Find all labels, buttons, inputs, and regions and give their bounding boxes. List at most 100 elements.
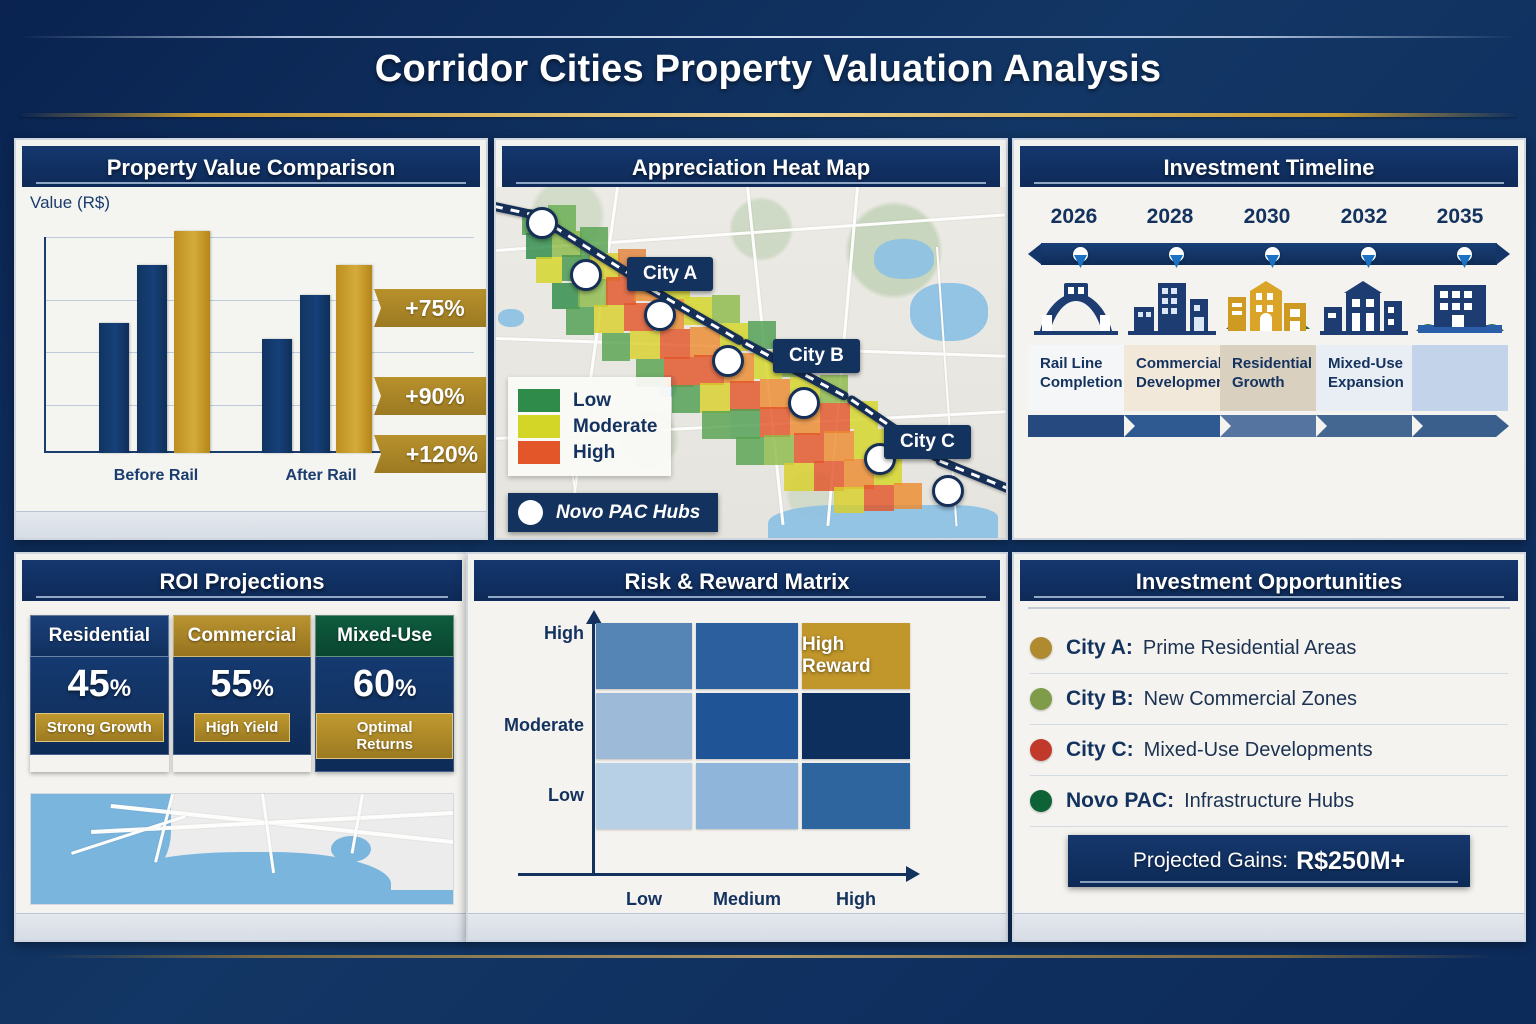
matrix-cell-moderate-medium[interactable] xyxy=(696,693,798,759)
timeline-year-2030: 2030 xyxy=(1243,205,1291,228)
bar-after-commercial[interactable] xyxy=(300,295,330,453)
timeline-phase-mixed-use[interactable]: Mixed-Use Expansion xyxy=(1316,345,1412,411)
header-top-rule xyxy=(20,36,1516,38)
legend-label: Low xyxy=(573,389,611,411)
bar-after-residential[interactable] xyxy=(262,339,292,453)
matrix-cell-high-high[interactable]: High Reward xyxy=(802,623,910,689)
bridge-icon xyxy=(1028,279,1124,335)
gridline xyxy=(44,237,474,238)
heatmap-legend: Low Moderate High xyxy=(508,377,672,476)
legend-swatch-low xyxy=(518,389,560,412)
matrix-cell-moderate-low[interactable] xyxy=(596,693,692,759)
heat-cell xyxy=(864,485,894,511)
bar-after-mixeduse[interactable] xyxy=(336,265,372,453)
header-gold-rule xyxy=(20,113,1516,117)
matrix-cell-low-high[interactable] xyxy=(802,763,910,829)
roi-projections: Residential 45% Strong Growth Commercial… xyxy=(16,601,468,913)
matrix-cell-moderate-high[interactable] xyxy=(802,693,910,759)
timeline-year-2028: 2028 xyxy=(1146,205,1194,228)
roi-card-value-block: 60% Optimal Returns xyxy=(315,657,455,772)
opportunity-row-novo-pac[interactable]: Novo PAC: Infrastructure Hubs xyxy=(1030,776,1508,827)
panel-title: Investment Timeline xyxy=(1163,155,1375,180)
timeline-phase-commercial[interactable]: Commercial Development xyxy=(1124,345,1230,411)
roi-card-title: Mixed-Use xyxy=(315,615,455,657)
progress-segment xyxy=(1412,415,1496,437)
legend-swatch-moderate xyxy=(518,415,560,438)
projected-gains-label: Projected Gains: xyxy=(1132,849,1289,872)
city-a-bullet-icon xyxy=(1030,637,1052,659)
bar-chart: Value (R$) Before Rail After Rail +75% +… xyxy=(16,187,486,511)
panel-investment-opportunities: Investment Opportunities City A: Prime R… xyxy=(1012,552,1526,942)
page-title: Corridor Cities Property Valuation Analy… xyxy=(374,48,1162,90)
timeline-pin[interactable] xyxy=(1457,247,1472,262)
projected-gains-banner[interactable]: Projected Gains: R$250M+ xyxy=(1068,835,1470,887)
panel-property-value-comparison: Property Value Comparison Value (R$) Bef… xyxy=(14,138,488,540)
panel-title: Investment Opportunities xyxy=(1135,569,1403,594)
roi-card-commercial[interactable]: Commercial 55% High Yield xyxy=(172,615,312,772)
header-underline xyxy=(1034,596,1504,598)
hub-marker[interactable] xyxy=(788,387,820,419)
timeline-pin[interactable] xyxy=(1361,247,1376,262)
legend-label: High xyxy=(573,441,616,463)
legend-item-moderate: Moderate xyxy=(518,415,657,438)
hub-marker[interactable] xyxy=(570,259,602,291)
panel-body: Residential 45% Strong Growth Commercial… xyxy=(16,601,468,913)
heat-cell xyxy=(730,409,760,439)
matrix-cell-high-low[interactable] xyxy=(596,623,692,689)
city-label-b[interactable]: City B xyxy=(773,339,860,373)
bar-before-mixeduse[interactable] xyxy=(174,231,210,453)
progress-segment xyxy=(1124,415,1231,437)
panel-header: Investment Opportunities xyxy=(1020,560,1518,601)
header-underline xyxy=(1034,182,1504,184)
opportunity-desc: Infrastructure Hubs xyxy=(1184,789,1355,812)
roi-coastal-map[interactable] xyxy=(30,793,454,905)
timeline-pin[interactable] xyxy=(1265,247,1280,262)
opportunity-row-city-b[interactable]: City B: New Commercial Zones xyxy=(1030,674,1508,725)
heat-map[interactable]: City A City B City C Low Moderate High xyxy=(496,187,1006,538)
matrix-cell-high-medium[interactable] xyxy=(696,623,798,689)
projected-gains-value: R$250M+ xyxy=(1296,846,1406,875)
bar-before-residential[interactable] xyxy=(99,323,129,453)
hub-marker[interactable] xyxy=(712,345,744,377)
heat-cell xyxy=(760,379,790,409)
panel-body: Value (R$) Before Rail After Rail +75% +… xyxy=(16,187,486,511)
timeline-phase-rail-line[interactable]: Rail Line Completion xyxy=(1028,345,1124,411)
timeline-phase-empty[interactable] xyxy=(1412,345,1508,411)
hub-marker[interactable] xyxy=(526,207,558,239)
heat-cell xyxy=(834,487,864,513)
timeline-pin[interactable] xyxy=(1073,247,1088,262)
panel-header: ROI Projections xyxy=(22,560,462,601)
panel-header: Property Value Comparison xyxy=(22,146,480,187)
timeline-pin[interactable] xyxy=(1169,247,1184,262)
roi-card-residential[interactable]: Residential 45% Strong Growth xyxy=(30,615,169,772)
heat-cell xyxy=(894,483,922,509)
timeline-phase-residential[interactable]: Residential Growth xyxy=(1220,345,1316,411)
hub-marker[interactable] xyxy=(644,299,676,331)
city-b-bullet-icon xyxy=(1030,688,1052,710)
bar-before-commercial[interactable] xyxy=(137,265,167,453)
timeline-axis xyxy=(1028,243,1510,265)
matrix-cell-low-medium[interactable] xyxy=(696,763,798,829)
roi-card-mixed-use[interactable]: Mixed-Use 60% Optimal Returns xyxy=(315,615,455,772)
group-label-before-rail: Before Rail xyxy=(113,467,199,484)
progress-segment xyxy=(1220,415,1327,437)
hub-marker[interactable] xyxy=(932,475,964,507)
roi-card-tag: Strong Growth xyxy=(34,713,164,742)
city-label-c[interactable]: City C xyxy=(884,425,971,459)
matrix-cell-low-low[interactable] xyxy=(596,763,692,829)
heat-cell xyxy=(820,403,850,433)
city-label-a[interactable]: City A xyxy=(627,257,714,291)
matrix-x-label-low: Low xyxy=(626,889,662,909)
panel-appreciation-heat-map: Appreciation Heat Map xyxy=(494,138,1008,540)
heat-cell xyxy=(602,333,630,361)
matrix-x-axis xyxy=(518,873,908,876)
timeline-year-2026: 2026 xyxy=(1050,205,1098,228)
banner-underline xyxy=(1080,881,1458,883)
opportunity-row-city-c[interactable]: City C: Mixed-Use Developments xyxy=(1030,725,1508,776)
legend-label: Moderate xyxy=(573,415,658,437)
matrix-x-label-high: High xyxy=(836,889,876,909)
matrix-y-label-low: Low xyxy=(548,785,584,805)
roi-value: 55% xyxy=(210,663,274,705)
panel-investment-timeline: Investment Timeline 2026 2028 2030 2032 … xyxy=(1012,138,1526,540)
opportunity-row-city-a[interactable]: City A: Prime Residential Areas xyxy=(1030,623,1508,674)
